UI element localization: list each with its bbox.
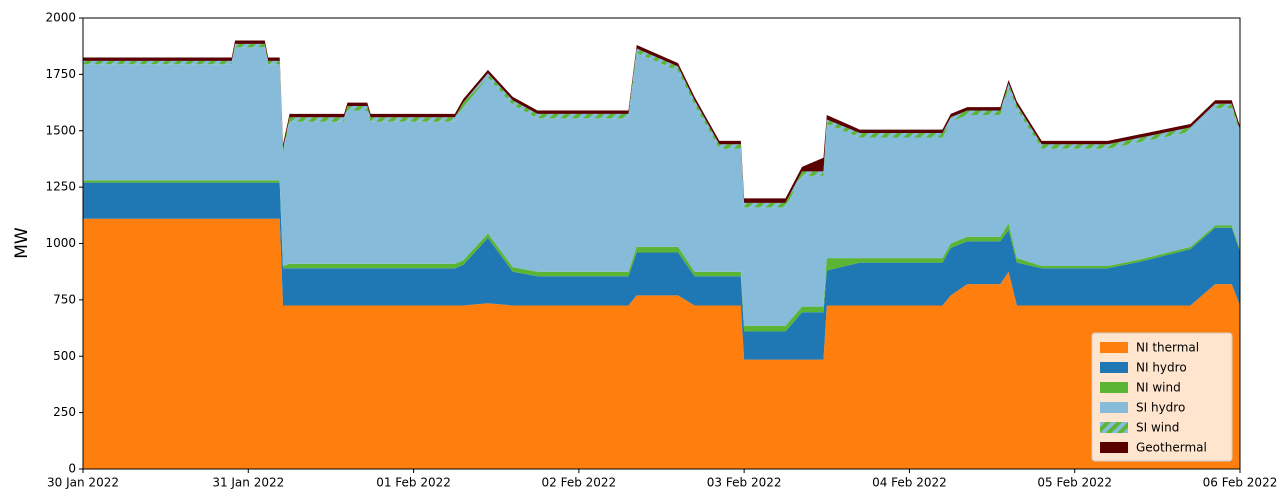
- legend-swatch: [1100, 422, 1128, 433]
- area: [83, 182, 1240, 360]
- legend-label: NI wind: [1136, 381, 1181, 395]
- x-tick-label: 06 Feb 2022: [1203, 476, 1278, 490]
- y-tick-label: 250: [53, 405, 76, 419]
- legend-swatch: [1100, 442, 1128, 453]
- legend-label: NI thermal: [1136, 341, 1199, 355]
- legend-swatch: [1100, 382, 1128, 393]
- y-axis-label: MW: [12, 227, 32, 259]
- y-tick-label: 1750: [45, 67, 76, 81]
- area: [83, 218, 1240, 469]
- legend-swatch: [1100, 342, 1128, 353]
- y-tick-label: 0: [68, 462, 76, 476]
- legend-label: SI hydro: [1136, 401, 1185, 415]
- legend-label: Geothermal: [1136, 441, 1207, 455]
- y-tick-label: 1500: [45, 123, 76, 137]
- legend-label: SI wind: [1136, 421, 1179, 435]
- y-tick-label: 1000: [45, 236, 76, 250]
- x-tick-label: 05 Feb 2022: [1037, 476, 1112, 490]
- y-tick-label: 2000: [45, 11, 76, 25]
- legend-swatch: [1100, 362, 1128, 373]
- y-tick-label: 750: [53, 292, 76, 306]
- y-tick-label: 1250: [45, 180, 76, 194]
- legend-label: NI hydro: [1136, 361, 1187, 375]
- x-tick-label: 02 Feb 2022: [542, 476, 617, 490]
- x-tick-label: 04 Feb 2022: [872, 476, 947, 490]
- area: [83, 47, 1240, 326]
- x-tick-label: 01 Feb 2022: [376, 476, 451, 490]
- x-tick-label: 03 Feb 2022: [707, 476, 782, 490]
- y-tick-label: 500: [53, 349, 76, 363]
- x-tick-label: 30 Jan 2022: [47, 476, 119, 490]
- legend-swatch: [1100, 402, 1128, 413]
- x-tick-label: 31 Jan 2022: [212, 476, 284, 490]
